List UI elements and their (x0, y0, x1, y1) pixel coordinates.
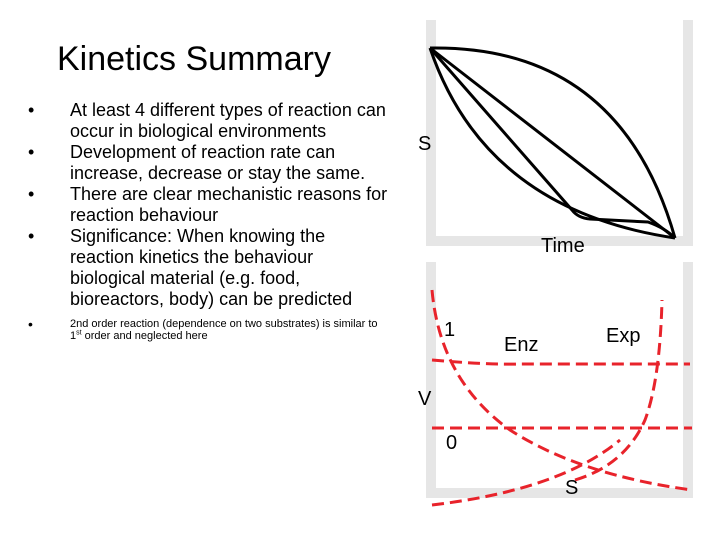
top-curve-lower (428, 47, 676, 240)
bottom-label-exponential: Exp (606, 325, 640, 347)
top-curve-upper (429, 46, 677, 239)
bullet-item: • Development of reaction rate can incre… (28, 142, 388, 184)
bottom-label-zero-order: 0 (446, 432, 457, 454)
bottom-plot: V S 1 0 Enz Exp (418, 262, 693, 507)
bullet-marker: • (28, 100, 35, 120)
bullet-item: • Significance: When knowing the reactio… (28, 226, 388, 310)
bottom-x-axis-label: S (565, 477, 578, 499)
bullet-text: Significance: When knowing the reaction … (70, 226, 353, 309)
bottom-curve-enzyme (431, 358, 690, 366)
bullet-marker: • (28, 226, 35, 246)
top-plot-area (436, 20, 683, 236)
bullet-item: • At least 4 different types of reaction… (28, 100, 388, 142)
footnote-item: • 2nd order reaction (dependence on two … (28, 316, 388, 342)
top-plot: S Time (418, 20, 693, 257)
bottom-plot-area (436, 262, 683, 488)
bullet-marker: • (28, 184, 35, 204)
footnote-text: 2nd order reaction (dependence on two su… (70, 318, 378, 342)
bottom-label-first-order: 1 (444, 319, 455, 341)
bottom-y-axis-label: V (418, 388, 432, 410)
bullet-item: • There are clear mechanistic reasons fo… (28, 184, 388, 226)
bullet-marker: • (28, 316, 33, 332)
slide-title: Kinetics Summary (57, 40, 331, 78)
bottom-curve-rising (431, 438, 621, 507)
bullet-marker: • (28, 142, 35, 162)
bottom-plot-curves (430, 289, 693, 507)
footnote-text-after: order and neglected here (81, 330, 208, 342)
top-curve-first-order (429, 46, 676, 240)
bottom-label-enzyme: Enz (504, 334, 538, 356)
top-x-axis-label: Time (541, 235, 585, 257)
footnote-superscript: st (76, 329, 82, 337)
bullet-list: • At least 4 different types of reaction… (28, 100, 388, 342)
bottom-curve-exponential (574, 299, 664, 482)
bullet-text: There are clear mechanistic reasons for … (70, 184, 388, 225)
top-y-axis-label: S (418, 133, 431, 155)
bullet-text: At least 4 different types of reaction c… (70, 100, 386, 141)
bottom-curve-first-order (430, 289, 693, 492)
footnote-text-before: 2nd order reaction (dependence on two su… (70, 318, 378, 342)
bullet-text: Development of reaction rate can increas… (70, 142, 366, 183)
top-plot-curves (428, 46, 677, 240)
